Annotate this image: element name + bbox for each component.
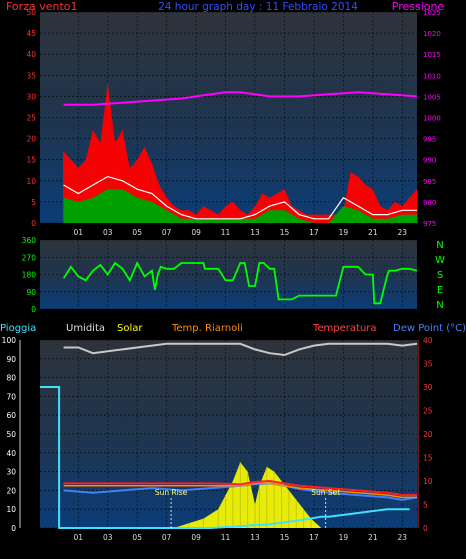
wind-axis-title: Forza vento1 [6, 0, 78, 13]
rain-tick-label: 10 [6, 505, 16, 514]
pressure-line [63, 91, 418, 106]
x-tick-label: 05 [132, 228, 142, 237]
pressure-tick-label: 975 [423, 220, 436, 228]
x-tick-label: 21 [368, 533, 378, 542]
temperature-tick-label: 30 [423, 383, 433, 392]
pressure-tick-label: 1005 [423, 93, 441, 101]
rain-tick-label: 60 [6, 411, 16, 420]
x-tick-label: 23 [398, 533, 408, 542]
wind-tick-label: 10 [26, 177, 36, 186]
sun-event-label: Sun Rise [155, 488, 188, 497]
compass-label: N [436, 240, 443, 251]
x-tick-label: 05 [132, 533, 142, 542]
rain-line [40, 386, 410, 529]
x-tick-label: 09 [191, 228, 201, 237]
wind-tick-label: 50 [26, 8, 36, 17]
temperature-tick-label: 20 [423, 430, 433, 439]
rain-tick-label: 70 [6, 392, 16, 401]
x-tick-label: 03 [103, 228, 113, 237]
wind-tick-label: 35 [26, 71, 36, 80]
pressure-tick-label: 990 [423, 157, 436, 165]
x-tick-label: 21 [368, 228, 378, 237]
pressure-tick-label: 1015 [423, 51, 441, 59]
legend-entry: Temperatura [312, 323, 377, 334]
x-tick-label: 19 [339, 228, 349, 237]
rain-tick-label: 30 [6, 468, 16, 477]
x-tick-label: 13 [250, 228, 260, 237]
compass-label: E [437, 285, 443, 296]
pressure-tick-label: 995 [423, 136, 436, 144]
x-tick-label: 19 [339, 533, 349, 542]
legend-entry: Pioggia [0, 323, 36, 334]
humidity-line [63, 342, 418, 357]
x-tick-label: 07 [162, 228, 172, 237]
legend-entry: Temp. Riarnoli [171, 323, 243, 334]
pressure-tick-label: 1020 [423, 30, 441, 38]
direction-tick-label: 360 [22, 236, 37, 245]
rain-tick-label: 20 [6, 486, 16, 495]
wind-tick-label: 40 [26, 50, 36, 59]
direction-tick-label: 270 [22, 253, 37, 262]
sun-event-label: Sun Set [311, 488, 340, 497]
wind-tick-label: 5 [31, 198, 36, 207]
pressure-tick-label: 980 [423, 199, 436, 207]
wind-tick-label: 25 [26, 114, 36, 123]
wind-tick-label: 15 [26, 156, 36, 165]
wind-tick-label: 30 [26, 92, 36, 101]
average-wind-area [63, 189, 417, 223]
x-tick-label: 09 [191, 533, 201, 542]
wind-tick-label: 0 [31, 219, 36, 228]
temperature-tick-label: 35 [423, 360, 433, 369]
x-tick-label: 15 [280, 533, 290, 542]
pressure-tick-label: 1000 [423, 115, 441, 123]
legend-entry: Umidita [66, 323, 105, 334]
x-tick-label: 11 [221, 228, 231, 237]
rain-tick-label: 40 [6, 449, 16, 458]
x-tick-label: 07 [162, 533, 172, 542]
gust-line [63, 175, 417, 220]
rain-tick-label: 0 [11, 524, 16, 533]
legend-entry: Dew Point (°C) [393, 323, 466, 334]
rain-tick-label: 50 [6, 430, 16, 439]
wind-tick-label: 20 [26, 135, 36, 144]
x-tick-label: 11 [221, 533, 231, 542]
pressure-axis-title: Pressione [392, 0, 445, 13]
direction-tick-label: 90 [26, 288, 36, 297]
temp-riarnoli-line [63, 482, 417, 499]
x-tick-label: 03 [103, 533, 113, 542]
temperature-tick-label: 25 [423, 407, 433, 416]
pressure-tick-label: 1025 [423, 9, 441, 17]
wind-direction-line [62, 260, 418, 305]
legend-entry: Solar [117, 323, 143, 334]
temperature-tick-label: 5 [423, 501, 428, 510]
wind-tick-label: 45 [26, 29, 36, 38]
x-tick-label: 15 [280, 228, 290, 237]
rain-tick-label: 100 [2, 336, 17, 345]
compass-label: W [435, 255, 445, 266]
temperature-tick-label: 40 [423, 336, 433, 345]
rain-tick-label: 90 [6, 355, 16, 364]
compass-label: N [436, 300, 443, 311]
chart-title: 24 hour graph day : 11 Febbraio 2014 [158, 1, 358, 13]
temperature-tick-label: 10 [423, 477, 433, 486]
x-tick-label: 01 [74, 228, 84, 237]
temperature-line [63, 479, 417, 497]
x-tick-label: 13 [250, 533, 260, 542]
temperature-tick-label: 0 [423, 524, 428, 533]
pressure-tick-label: 1010 [423, 72, 441, 80]
x-tick-label: 23 [398, 228, 408, 237]
direction-tick-label: 180 [22, 271, 37, 280]
pressure-tick-label: 985 [423, 178, 436, 186]
x-tick-label: 17 [309, 228, 319, 237]
x-tick-label: 17 [309, 533, 319, 542]
rain-tick-label: 80 [6, 374, 16, 383]
direction-tick-label: 0 [31, 305, 36, 314]
x-tick-label: 01 [74, 533, 84, 542]
compass-label: S [437, 270, 443, 281]
temperature-tick-label: 15 [423, 454, 433, 463]
